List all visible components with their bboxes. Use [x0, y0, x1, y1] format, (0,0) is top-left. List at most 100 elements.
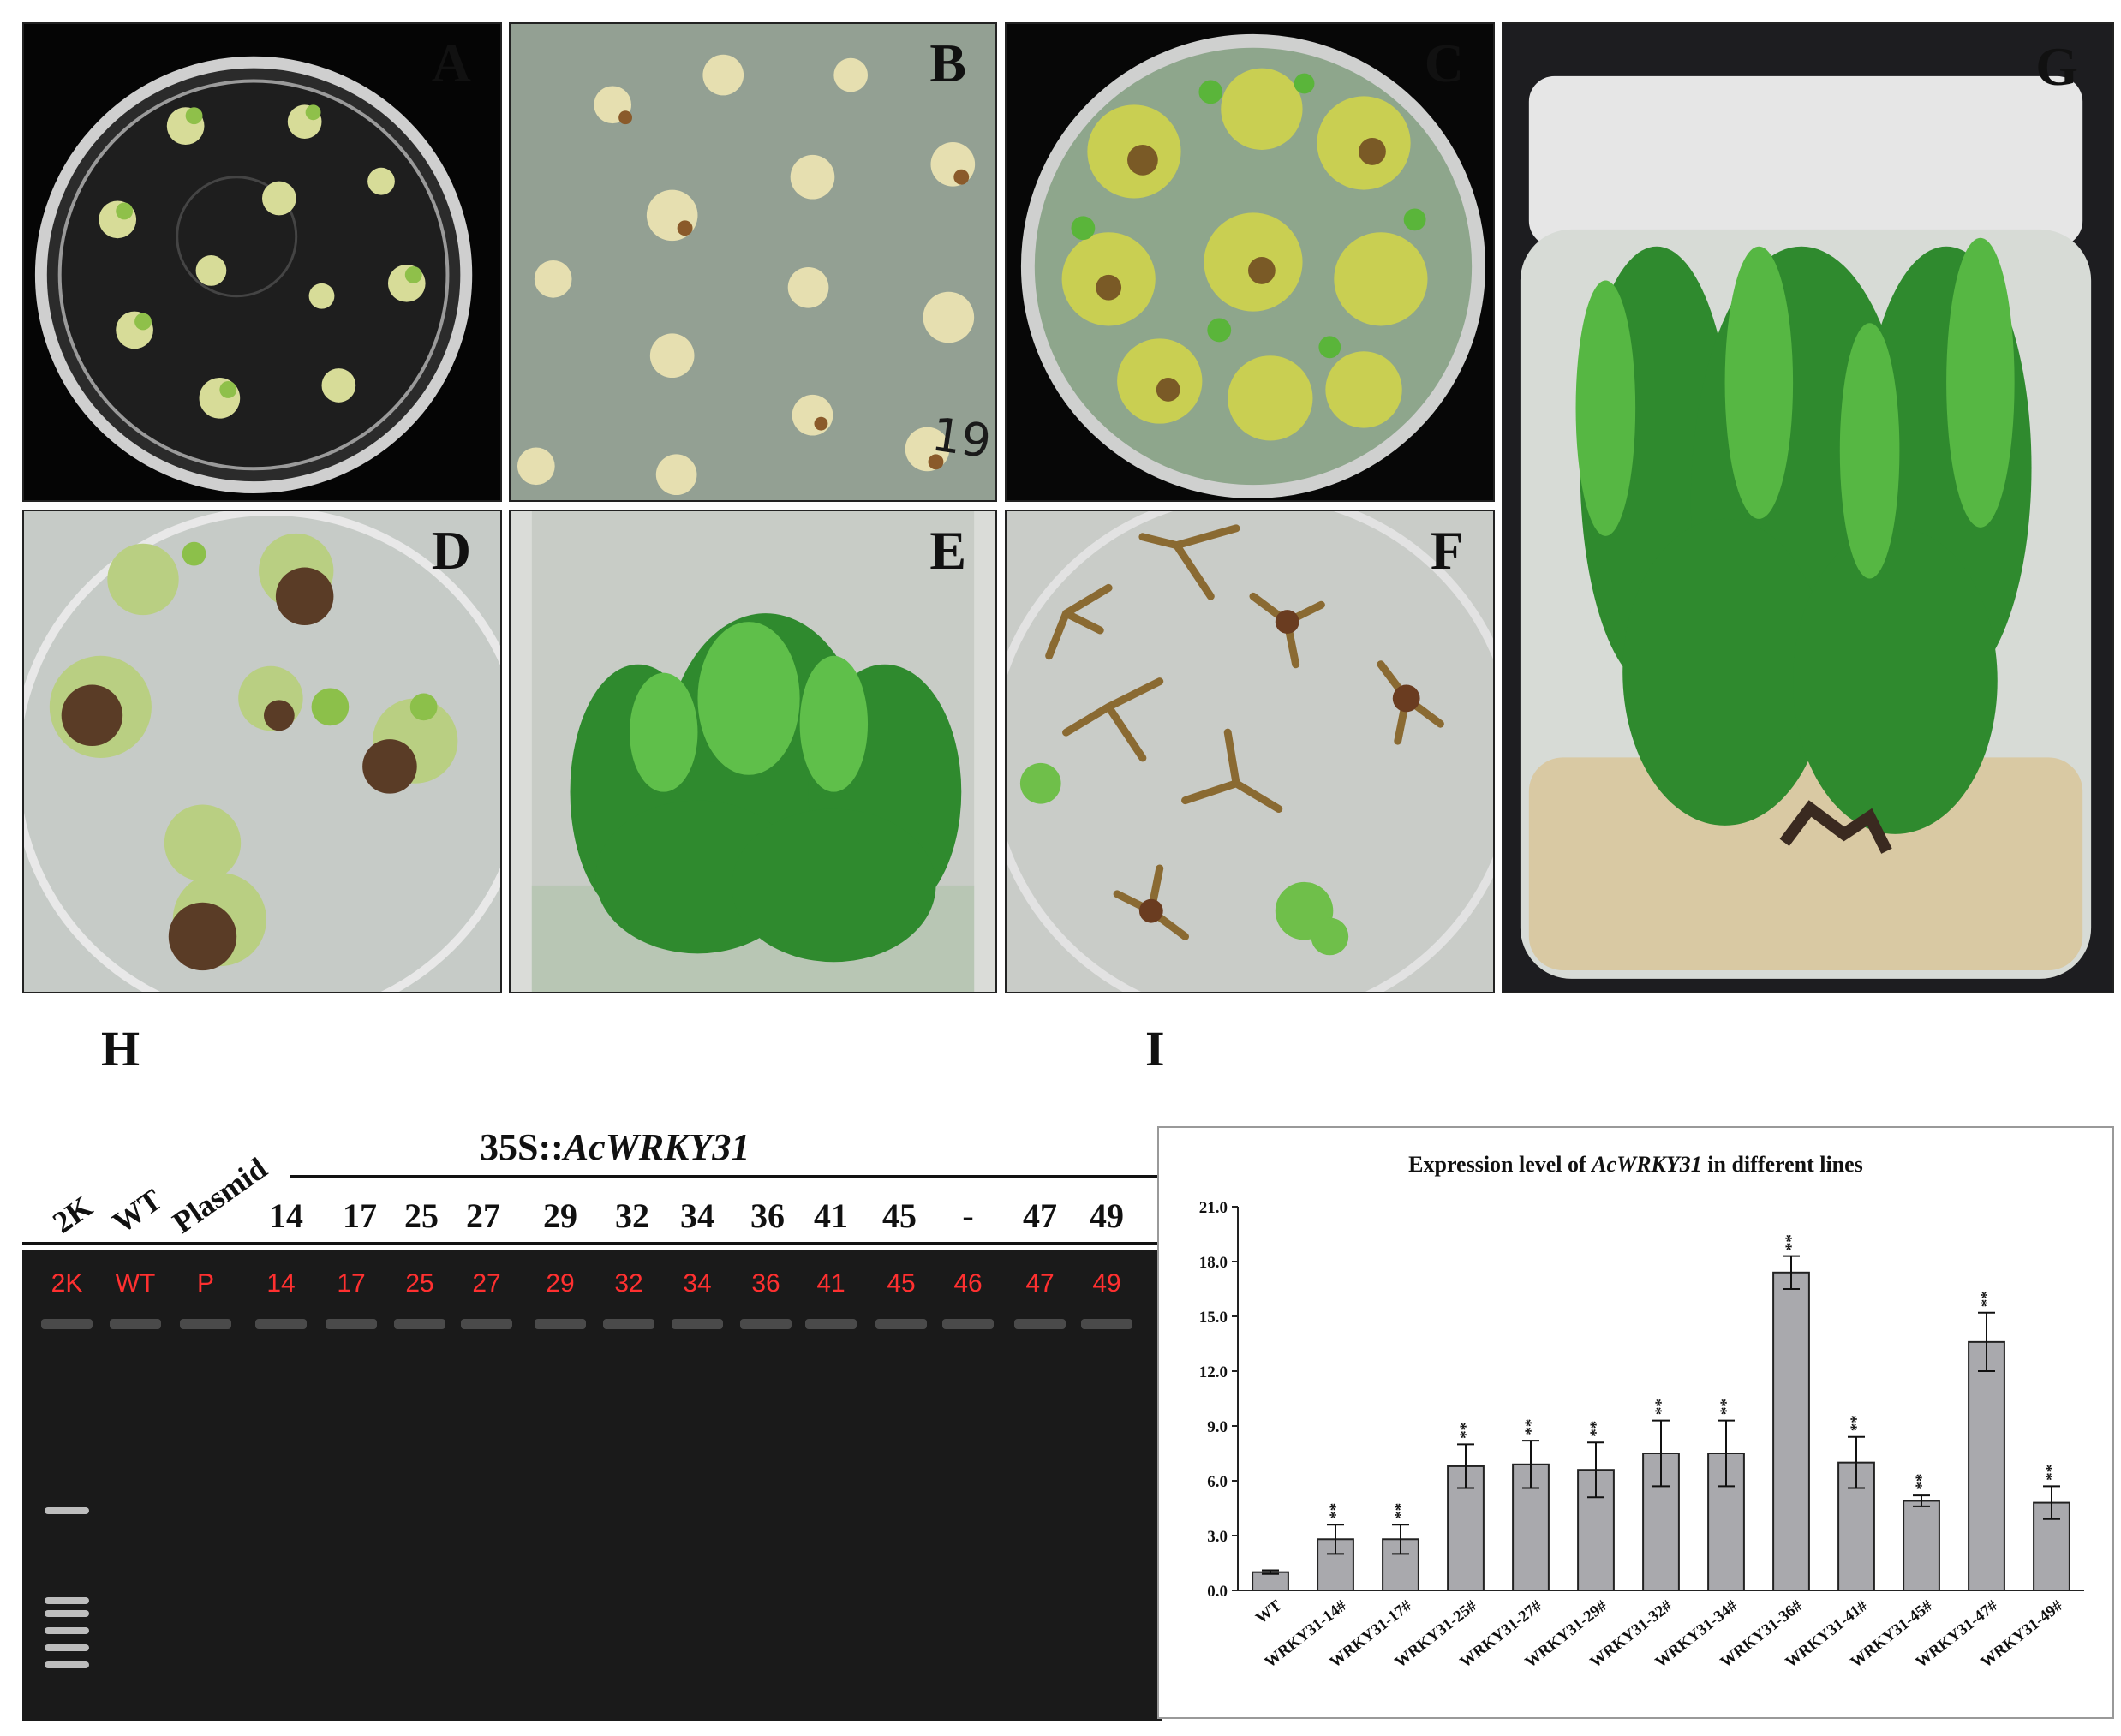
gel-red-lane-label: P	[196, 1269, 215, 1298]
gel-red-lane-label: 45	[887, 1269, 916, 1298]
ladder-band	[45, 1610, 89, 1617]
gel-red-lane-label: 14	[266, 1269, 296, 1298]
panel-e-label: E	[929, 520, 966, 581]
bar	[1837, 1461, 1875, 1591]
bar	[1512, 1463, 1550, 1591]
panel-d-photo: D	[22, 510, 502, 993]
significance-marker: **	[1652, 1399, 1670, 1415]
expression-chart: 0.0 3.0 6.0 9.0 12.0 15.0 18.0 21.0 WT ** WRKY31-1…	[1157, 1126, 2114, 1719]
significance-marker: **	[1457, 1423, 1475, 1439]
expression-chart-svg: 0.03.06.09.012.015.018.021.0WT**WRKY31-1…	[1199, 1199, 2084, 1672]
gel-red-lane-label: 17	[337, 1269, 366, 1298]
gel-well	[1014, 1319, 1066, 1329]
gel-well	[326, 1319, 377, 1329]
significance-marker: **	[1522, 1419, 1540, 1435]
panel-g-jar-image	[1503, 25, 2112, 991]
y-tick-label: 6.0	[1207, 1473, 1228, 1491]
ladder-band	[45, 1661, 89, 1668]
panel-i-label: I	[1145, 1021, 1165, 1077]
gel-lane-number: -	[962, 1196, 974, 1235]
significance-marker: **	[2043, 1465, 2061, 1481]
panel-a-label: A	[431, 33, 471, 93]
gel-lane-number: 17	[343, 1196, 377, 1235]
gel-red-lane-label: 2K	[51, 1269, 83, 1298]
gel-red-lane-label: 46	[953, 1269, 983, 1298]
gel-red-lane-label: 41	[816, 1269, 845, 1298]
bar	[1903, 1500, 1940, 1592]
gel-lane-number: 32	[615, 1196, 649, 1235]
panel-b-plate-image	[511, 24, 995, 500]
gel-lane-number: 49	[1090, 1196, 1124, 1235]
panel-a-photo: A	[22, 22, 502, 502]
gel-lane-number: 45	[882, 1196, 917, 1235]
gel-well	[1081, 1319, 1132, 1329]
y-tick-label: 3.0	[1207, 1528, 1228, 1546]
significance-marker: **	[1327, 1503, 1345, 1519]
gel-well	[255, 1319, 307, 1329]
gel-lane-number: 25	[404, 1196, 439, 1235]
y-tick-label: 21.0	[1199, 1199, 1228, 1217]
gel-well	[394, 1319, 445, 1329]
gel-lane-number: 29	[543, 1196, 577, 1235]
bar	[1772, 1271, 1810, 1592]
gel-lane-number: 41	[814, 1196, 848, 1235]
gel-well	[461, 1319, 512, 1329]
panel-d-label: D	[431, 520, 471, 581]
gel-red-lane-label: 25	[405, 1269, 434, 1298]
plate-marking: 19	[928, 407, 995, 469]
panel-b-photo: B 19	[509, 22, 997, 502]
y-tick-label: 0.0	[1207, 1583, 1228, 1601]
gel-well	[875, 1319, 927, 1329]
construct-bracket-line	[290, 1175, 1180, 1178]
significance-marker: **	[1848, 1415, 1866, 1431]
gel-red-lane-label: WT	[115, 1269, 156, 1298]
panel-c-label: C	[1424, 33, 1464, 93]
y-tick-label: 18.0	[1199, 1254, 1228, 1272]
significance-marker: **	[1392, 1503, 1410, 1519]
gel-well	[672, 1319, 723, 1329]
gel-red-lane-label: 47	[1025, 1269, 1055, 1298]
gel-panel: 35S::AcWRKY31 2K WT Plasmid 14 17 25 27 29 32 34…	[22, 1079, 1180, 1730]
ladder-band	[45, 1627, 89, 1634]
y-tick-label: 9.0	[1207, 1418, 1228, 1436]
x-tick-label: WT	[1252, 1596, 1285, 1627]
panel-g-photo: G	[1502, 22, 2114, 993]
gel-well	[805, 1319, 857, 1329]
panel-c-photo: C	[1005, 22, 1495, 502]
y-tick-label: 15.0	[1199, 1309, 1228, 1327]
gel-header-lane-2k: 2K	[46, 1189, 99, 1240]
gel-lane-number: 34	[680, 1196, 714, 1235]
bar	[1252, 1571, 1289, 1592]
gel-header-lane-plasmid: Plasmid	[166, 1150, 273, 1240]
gel-lane-number: 14	[269, 1196, 303, 1235]
panel-f-plate-image	[1007, 511, 1493, 992]
gel-red-lane-label: 32	[614, 1269, 643, 1298]
gel-well	[180, 1319, 231, 1329]
ladder-band	[45, 1507, 89, 1514]
panel-e-photo: E	[509, 510, 997, 993]
gel-lane-number: 36	[750, 1196, 785, 1235]
gel-red-lane-label: 49	[1092, 1269, 1121, 1298]
gel-red-lane-label: 36	[751, 1269, 780, 1298]
panel-h-label: H	[101, 1021, 140, 1077]
panel-f-label: F	[1430, 520, 1464, 581]
gel-lane-number: 27	[466, 1196, 500, 1235]
header-underline	[22, 1242, 1170, 1245]
ladder-band	[45, 1597, 89, 1604]
gel-well	[603, 1319, 654, 1329]
significance-marker: **	[1913, 1474, 1931, 1490]
construct-label: 35S::AcWRKY31	[480, 1126, 750, 1168]
significance-marker: **	[1718, 1399, 1736, 1415]
bar	[1968, 1340, 2005, 1591]
gel-well	[110, 1319, 161, 1329]
gel-lane-number: 47	[1023, 1196, 1057, 1235]
panel-c-plate-image	[1020, 33, 1486, 499]
significance-marker: **	[1587, 1421, 1605, 1437]
panel-g-label: G	[2035, 36, 2078, 97]
panel-a-plate-image	[34, 56, 473, 494]
significance-marker: **	[1978, 1291, 1996, 1307]
gel-red-lane-label: 34	[683, 1269, 712, 1298]
gel-header-lane-wt: WT	[106, 1182, 169, 1240]
gel-image: 2K WT P 14 17 25 27 29 32 34 36 41 45 46 47 49	[22, 1250, 1162, 1721]
panel-b-label: B	[929, 33, 966, 93]
